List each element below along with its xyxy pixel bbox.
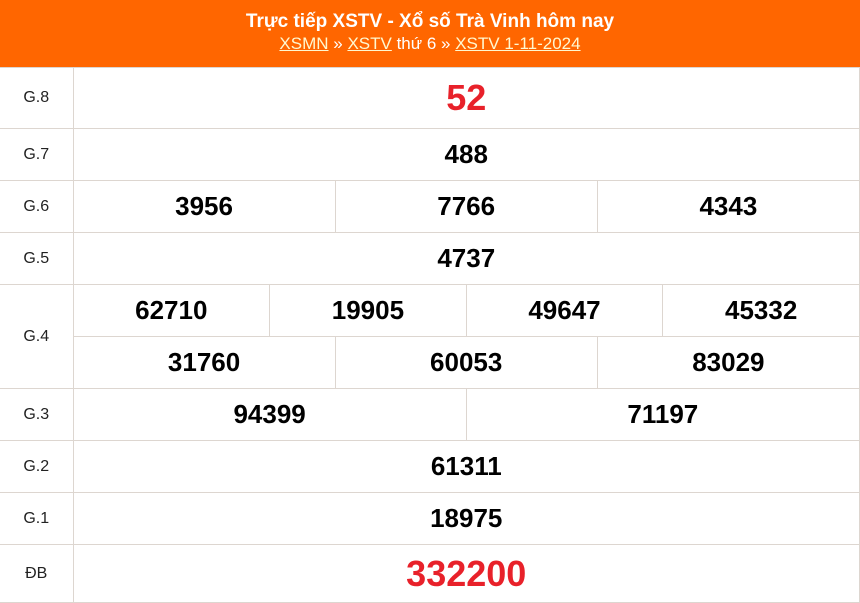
prize-value: 7766 (334, 180, 598, 233)
prize-row-g8: G.8 52 (0, 67, 860, 129)
prize-value: 18975 (72, 492, 860, 545)
special-prize-value: 332200 (72, 544, 860, 603)
breadcrumb: XSMN » XSTV thứ 6 » XSTV 1-11-2024 (279, 34, 581, 53)
prize-row-g4b: 31760 60053 83029 (0, 336, 860, 389)
prize-value: 83029 (596, 336, 860, 389)
prize-value: 4343 (596, 180, 860, 233)
prize-value: 488 (72, 128, 860, 181)
prize-value: 62710 (72, 284, 271, 337)
prize-row-g2: G.2 61311 (0, 440, 860, 493)
results-table: G.8 52 G.7 488 G.6 3956 7766 4343 G.5 4737 G.4… (0, 67, 860, 603)
prize-value: 19905 (269, 284, 467, 337)
prize-value: 45332 (662, 284, 860, 337)
prize-row-g6: G.6 3956 7766 4343 (0, 180, 860, 233)
page-header: Trực tiếp XSTV - Xổ số Trà Vinh hôm nay … (0, 0, 860, 67)
prize-value: 61311 (72, 440, 860, 493)
page-title: Trực tiếp XSTV - Xổ số Trà Vinh hôm nay (245, 11, 615, 32)
prize-value: 3956 (72, 180, 336, 233)
link-xstv[interactable]: XSTV (347, 34, 392, 53)
prize-row-g5: G.5 4737 (0, 232, 860, 285)
prize-value: 49647 (465, 284, 664, 337)
prize-value: 94399 (72, 388, 467, 441)
prize-value: 31760 (72, 336, 336, 389)
link-xsmn[interactable]: XSMN (279, 34, 329, 53)
link-xstv-date[interactable]: XSTV 1-11-2024 (455, 34, 581, 53)
prize-row-g7: G.7 488 (0, 128, 860, 181)
prize-row-db: ĐB 332200 (0, 544, 860, 603)
prize-value: 71197 (465, 388, 860, 441)
prize-row-g1: G.1 18975 (0, 492, 860, 545)
prize-row-g4: G.4 62710 19905 49647 45332 (0, 284, 860, 389)
prize-value: 52 (72, 67, 860, 129)
prize-value: 4737 (72, 232, 860, 285)
prize-row-g3: G.3 94399 71197 (0, 388, 860, 441)
prize-value: 60053 (334, 336, 598, 389)
